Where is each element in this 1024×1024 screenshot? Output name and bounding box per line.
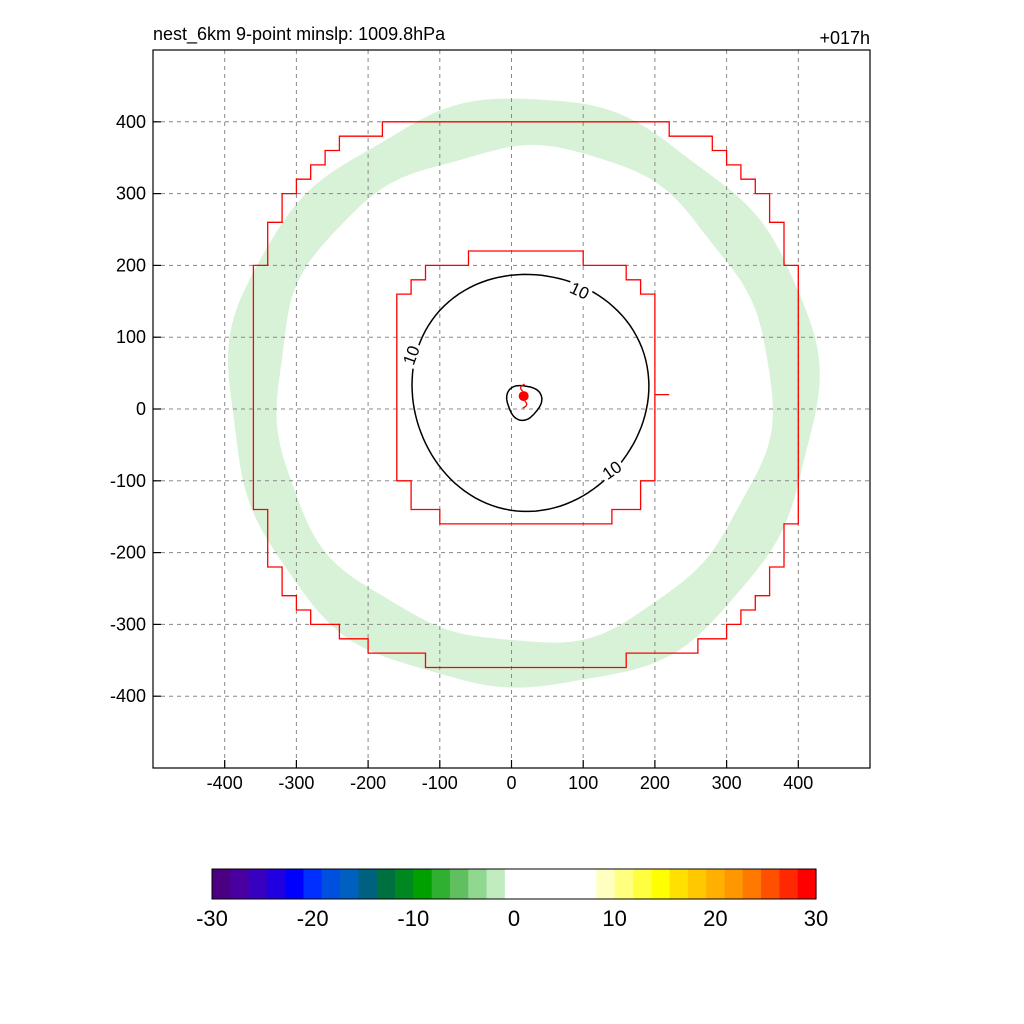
x-tick-label: -200 (350, 773, 386, 793)
colorbar-swatch (797, 869, 817, 899)
colorbar-swatch (742, 869, 762, 899)
colorbar-swatch (724, 869, 744, 899)
colorbar-swatch (541, 869, 561, 899)
colorbar-tick-label: 10 (602, 906, 626, 931)
colorbar-swatch (449, 869, 469, 899)
contour-label-bg (596, 454, 628, 486)
x-tick-label: -100 (422, 773, 458, 793)
colorbar-swatch (340, 869, 360, 899)
x-tick-label: 100 (568, 773, 598, 793)
x-tick-label: -400 (207, 773, 243, 793)
y-tick-label: 200 (116, 255, 146, 275)
contour-center (505, 384, 543, 422)
forecast-hour: +017h (819, 28, 870, 48)
x-axis: -400 -300 -200 -100 0 100 200 300 400 (207, 760, 813, 793)
colorbar-swatch (669, 869, 689, 899)
colorbar-swatch (468, 869, 488, 899)
colorbar-swatch (395, 869, 414, 899)
storm-arm (519, 383, 525, 392)
x-tick-label: 300 (712, 773, 742, 793)
y-tick-label: 400 (116, 112, 146, 132)
storm-center-icon (518, 383, 529, 409)
y-tick-label: -400 (110, 686, 146, 706)
x-tick-label: -300 (278, 773, 314, 793)
colorbar-swatch (358, 869, 378, 899)
colorbar-tick-label: -30 (196, 906, 228, 931)
colorbar-swatch (614, 869, 634, 899)
colorbar-swatch (559, 869, 579, 899)
colorbar-swatch (504, 869, 524, 899)
x-tick-label: 200 (640, 773, 670, 793)
colorbar-swatch (779, 869, 799, 899)
colorbar-swatch (706, 869, 726, 899)
x-tick-label: 400 (783, 773, 813, 793)
storm-dot (518, 391, 529, 402)
y-tick-label: 300 (116, 184, 146, 204)
red-outline-inner (396, 250, 670, 525)
colorbar-swatch (266, 869, 286, 899)
colorbar-swatch (230, 869, 250, 899)
colorbar-tick-label: 0 (508, 906, 520, 931)
y-tick-label: 0 (136, 399, 146, 419)
y-tick-label: -300 (110, 614, 146, 634)
colorbar-swatch (212, 869, 231, 899)
colorbar (211, 868, 817, 900)
colorbar-tick-label: -20 (297, 906, 329, 931)
colorbar-swatch (321, 869, 341, 899)
y-tick-label: -200 (110, 543, 146, 563)
colorbar-swatch (486, 869, 506, 899)
colorbar-swatch (578, 869, 597, 899)
colorbar-ticks: -30 -20 -10 0 10 20 30 (196, 906, 828, 931)
y-axis: 400 300 200 100 0 -100 -200 -300 -400 (110, 112, 161, 706)
colorbar-swatch (303, 869, 323, 899)
contour-label-bg (564, 276, 595, 305)
colorbar-swatch (431, 869, 451, 899)
colorbar-tick-label: 30 (804, 906, 828, 931)
x-tick-label: 0 (506, 773, 516, 793)
colorbar-swatch (651, 869, 671, 899)
storm-arm (522, 400, 528, 409)
colorbar-swatch (413, 869, 433, 899)
colorbar-swatch (596, 869, 616, 899)
colorbar-swatch (523, 869, 543, 899)
contour-label-bg (397, 340, 425, 370)
colorbar-swatch (248, 869, 268, 899)
chart-title: nest_6km 9-point minslp: 1009.8hPa (153, 24, 446, 45)
colorbar-swatch (761, 869, 780, 899)
colorbar-swatch (376, 869, 396, 899)
y-tick-label: 100 (116, 327, 146, 347)
colorbar-swatch (285, 869, 305, 899)
y-tick-label: -100 (110, 471, 146, 491)
red-outline-outer (252, 121, 799, 669)
colorbar-tick-label: -10 (397, 906, 429, 931)
colorbar-swatch (687, 869, 707, 899)
colorbar-frame (211, 868, 817, 900)
colorbar-swatch (632, 869, 652, 899)
colorbar-tick-label: 20 (703, 906, 727, 931)
